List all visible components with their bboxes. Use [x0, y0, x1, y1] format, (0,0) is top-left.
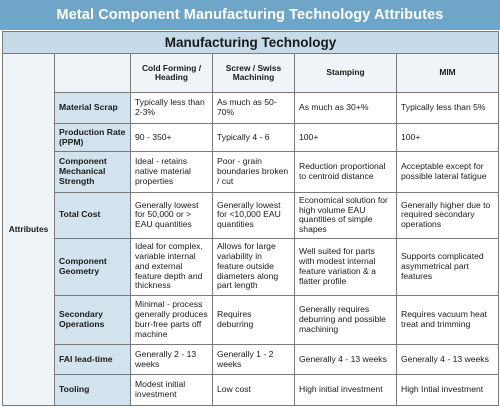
- column-header: Stamping: [294, 53, 397, 94]
- table-cell: Generally 2 - 13 weeks: [130, 343, 213, 376]
- table-cell: Typically 4 - 6: [212, 122, 295, 153]
- corner-cell: [54, 53, 131, 94]
- row-label: Total Cost: [54, 192, 131, 239]
- table-cell: Generally 4 - 13 weeks: [294, 343, 397, 376]
- table-cell: 100+: [396, 122, 499, 153]
- column-header: MIM: [396, 53, 499, 94]
- row-label: Component Mechanical Strength: [54, 151, 131, 194]
- table-cell: 90 - 350+: [130, 122, 213, 153]
- table-cell: As much as 50-70%: [212, 92, 295, 124]
- table-row: Tooling Modest initial investment Low co…: [3, 374, 499, 406]
- table-cell: High initial investment: [294, 374, 397, 406]
- table-cell: Generally requires deburring and possibl…: [294, 294, 397, 345]
- table-row: Component Geometry Ideal for complex, va…: [3, 237, 499, 296]
- table-cell: 100+: [294, 122, 397, 153]
- table-cell: Poor - grain boundaries broken / cut: [212, 151, 295, 194]
- table-cell: Modest initial investment: [130, 374, 213, 406]
- table-cell: Low cost: [212, 374, 295, 406]
- table-cell: Reduction proportional to centroid dista…: [294, 151, 397, 194]
- attributes-table: Manufacturing Technology Attributes Cold…: [2, 30, 499, 406]
- table-cell: Economical solution for high volume EAU …: [294, 192, 397, 239]
- table-row: Production Rate (PPM) 90 - 350+ Typicall…: [3, 122, 499, 153]
- table-cell: Typically less than 5%: [396, 92, 499, 124]
- table-cell: Allows for large variability in feature …: [212, 237, 295, 296]
- table-row: Material Scrap Typically less than 2-3% …: [3, 92, 499, 124]
- table-row: Component Mechanical Strength Ideal - re…: [3, 151, 499, 194]
- row-label: FAI lead-time: [54, 343, 131, 376]
- table-cell: Generally 1 - 2 weeks: [212, 343, 295, 376]
- column-header: Screw / Swiss Machining: [212, 53, 295, 94]
- table-cell: Well suited for parts with modest intern…: [294, 237, 397, 296]
- row-label: Material Scrap: [54, 92, 131, 124]
- section-header: Manufacturing Technology: [2, 30, 499, 55]
- row-label: Tooling: [54, 374, 131, 406]
- table-cell: Ideal - retains native material properti…: [130, 151, 213, 194]
- table-cell: Requires deburring: [212, 294, 295, 345]
- table-cell: Generally lowest for <10,000 EAU quantit…: [212, 192, 295, 239]
- table-cell: Acceptable except for possible lateral f…: [396, 151, 499, 194]
- table-row: Secondary Operations Minimal - process g…: [3, 294, 499, 345]
- row-label: Production Rate (PPM): [54, 122, 131, 153]
- table-cell: Requires vacuum heat treat and trimming: [396, 294, 499, 345]
- row-label: Component Geometry: [54, 237, 131, 296]
- table-cell: Minimal - process generally produces bur…: [130, 294, 213, 345]
- table-cell: Generally lowest for 50,000 or > EAU qua…: [130, 192, 213, 239]
- row-label: Secondary Operations: [54, 294, 131, 345]
- table-cell: Typically less than 2-3%: [130, 92, 213, 124]
- table-cell: Supports complicated asymmetrical part f…: [396, 237, 499, 296]
- table-row: Total Cost Generally lowest for 50,000 o…: [3, 192, 499, 239]
- table-row: FAI lead-time Generally 2 - 13 weeks Gen…: [3, 343, 499, 376]
- table-cell: Ideal for complex, variable internal and…: [130, 237, 213, 296]
- table-cell: Generally 4 - 13 weeks: [396, 343, 499, 376]
- page-title: Metal Component Manufacturing Technology…: [0, 0, 500, 30]
- column-header: Cold Forming / Heading: [130, 53, 213, 94]
- table-cell: High Intial investment: [396, 374, 499, 406]
- attributes-label: Attributes: [2, 53, 55, 406]
- table-cell: As much as 30+%: [294, 92, 397, 124]
- table-cell: Generally higher due to required seconda…: [396, 192, 499, 239]
